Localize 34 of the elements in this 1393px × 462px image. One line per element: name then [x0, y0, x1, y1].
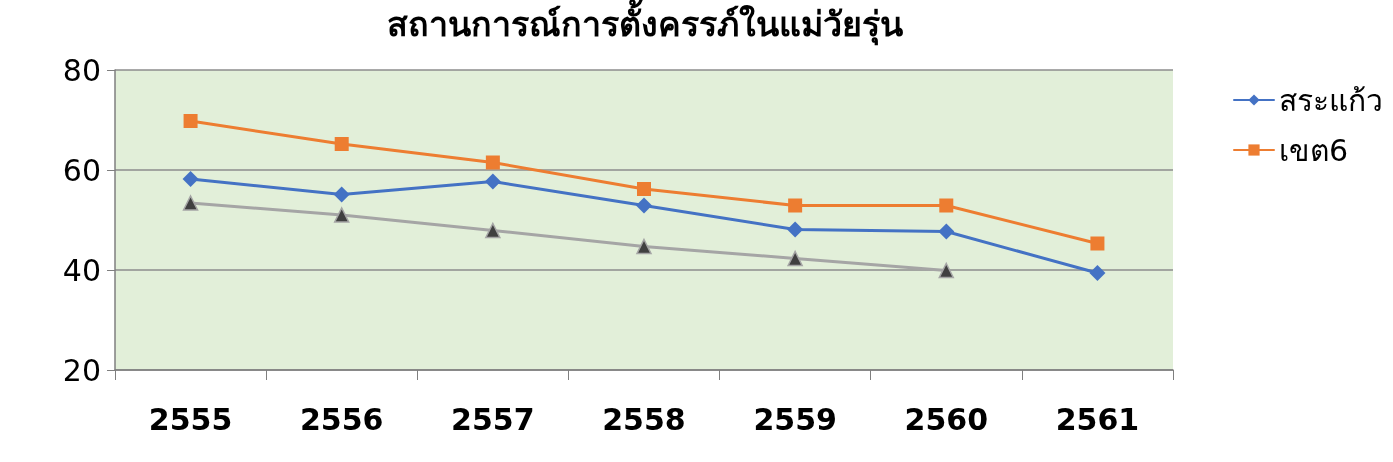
point [636, 197, 652, 214]
point [182, 195, 199, 211]
y-tick-label: 20 [62, 352, 101, 388]
chart-title: สถานการณ์การตั้งครรภ์ในแม่วัยรุ่น [387, 0, 903, 46]
y-tick-label: 80 [62, 52, 101, 88]
y-tick-label: 40 [62, 252, 101, 288]
x-tick-label: 2560 [904, 401, 989, 437]
legend-label: เขต6 [1279, 132, 1349, 168]
point [333, 186, 350, 203]
point [485, 155, 500, 170]
point [938, 223, 955, 240]
point [182, 171, 199, 187]
point [787, 221, 804, 238]
x-tick-label: 2556 [299, 401, 384, 437]
x-tick-label: 2558 [602, 401, 686, 437]
point [334, 137, 349, 151]
point [788, 198, 803, 213]
point [484, 173, 501, 190]
x-tick-label: 2559 [753, 401, 837, 437]
x-tick-label: 2557 [451, 401, 535, 437]
point [183, 114, 198, 128]
point [938, 262, 955, 279]
point [787, 250, 803, 267]
x-tick-label: 2555 [148, 401, 233, 437]
point [1089, 265, 1106, 281]
legend-label: สระแก้ว [1279, 82, 1383, 118]
y-tick-label: 60 [62, 152, 101, 188]
point [636, 238, 652, 255]
x-tick-label: 2561 [1055, 401, 1140, 437]
point [485, 222, 501, 239]
point [637, 182, 651, 196]
point [333, 207, 350, 223]
point [1090, 236, 1105, 251]
point [939, 198, 954, 213]
